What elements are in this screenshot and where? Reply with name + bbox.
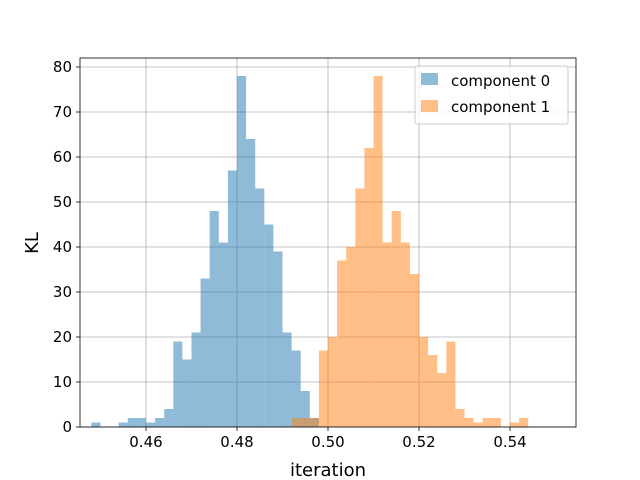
bar-component-0-bin-9 [173, 341, 183, 427]
bar-component-1-bin-10 [382, 242, 392, 427]
y-tick-label-0: 0 [62, 418, 72, 436]
bar-component-0-bin-4 [127, 418, 137, 427]
bar-component-0-bin-19 [264, 224, 274, 427]
y-axis-ticks: 0 10 20 30 40 50 60 70 80 [53, 58, 80, 436]
bar-component-1-bin-22 [491, 418, 501, 427]
bar-component-1-bin-21 [482, 418, 492, 427]
bar-component-0-bin-22 [291, 350, 301, 427]
bar-component-1-bin-3 [318, 350, 328, 427]
bar-component-1-bin-16 [437, 373, 447, 427]
bar-component-1-bin-7 [355, 188, 365, 427]
bar-component-0-bin-14 [218, 242, 228, 427]
x-tick-label-1: 0.48 [220, 433, 253, 451]
bar-component-0-bin-20 [273, 251, 283, 427]
bar-component-1-bin-5 [337, 260, 347, 427]
bar-component-0-bin-23 [300, 391, 310, 427]
series-component-1 [291, 76, 529, 427]
bar-component-0-bin-12 [200, 278, 210, 427]
x-axis-ticks: 0.46 0.48 0.50 0.52 0.54 [129, 427, 527, 451]
bar-component-1-bin-14 [419, 337, 429, 427]
histogram-bars [91, 76, 529, 427]
x-tick-label-0: 0.46 [129, 433, 162, 451]
bar-component-0-bin-5 [136, 418, 146, 427]
bar-component-1-bin-9 [373, 76, 383, 427]
bar-component-0-bin-15 [227, 170, 237, 427]
y-axis-label: KL [22, 232, 43, 254]
bar-component-1-bin-4 [328, 337, 338, 427]
y-tick-label-5: 50 [53, 193, 72, 211]
bar-component-0-bin-21 [282, 332, 292, 427]
bar-component-0-bin-13 [209, 211, 219, 427]
bar-component-0-bin-7 [155, 418, 165, 427]
y-tick-label-8: 80 [53, 58, 72, 76]
legend-box [414, 65, 569, 125]
bar-component-0-bin-17 [246, 139, 256, 427]
legend-label-component-1: component 1 [451, 98, 550, 116]
y-tick-label-6: 60 [53, 148, 72, 166]
bar-component-1-bin-0 [291, 418, 301, 427]
bar-component-1-bin-17 [446, 341, 456, 427]
y-tick-label-7: 70 [53, 103, 72, 121]
bar-component-1-bin-18 [455, 409, 465, 427]
legend-label-component-0: component 0 [451, 72, 550, 90]
bar-component-0-bin-6 [145, 422, 156, 427]
x-axis-label: iteration [290, 460, 366, 480]
bar-component-1-bin-2 [309, 418, 319, 427]
bar-component-1-bin-20 [473, 422, 483, 427]
bar-component-1-bin-15 [428, 355, 438, 427]
bar-component-0-bin-11 [191, 332, 201, 427]
series-component-0 [91, 76, 319, 427]
bar-component-1-bin-12 [400, 242, 410, 427]
x-tick-label-4: 0.54 [493, 433, 526, 451]
legend: component 0 component 1 [414, 65, 569, 125]
bar-component-1-bin-8 [364, 148, 374, 427]
bar-component-0-bin-10 [182, 359, 192, 427]
bar-component-1-bin-19 [464, 418, 474, 427]
bar-component-0-bin-18 [255, 188, 265, 427]
x-tick-label-3: 0.52 [402, 433, 435, 451]
bar-component-0-bin-16 [236, 76, 247, 427]
y-tick-label-3: 30 [53, 283, 72, 301]
bar-component-0-bin-0 [91, 422, 101, 427]
bar-component-1-bin-13 [409, 274, 420, 427]
bar-component-0-bin-8 [164, 409, 174, 427]
legend-swatch-component-1 [421, 100, 438, 112]
y-tick-label-1: 10 [53, 373, 72, 391]
bar-component-1-bin-11 [391, 211, 401, 427]
bar-component-1-bin-6 [346, 247, 356, 427]
legend-swatch-component-0 [421, 73, 438, 85]
bar-component-1-bin-24 [510, 422, 520, 427]
x-tick-label-2: 0.50 [311, 433, 344, 451]
y-tick-label-4: 40 [53, 238, 72, 256]
bar-component-1-bin-25 [519, 418, 529, 427]
y-tick-label-2: 20 [53, 328, 72, 346]
bar-component-0-bin-3 [118, 422, 128, 427]
bar-component-1-bin-1 [300, 418, 310, 427]
